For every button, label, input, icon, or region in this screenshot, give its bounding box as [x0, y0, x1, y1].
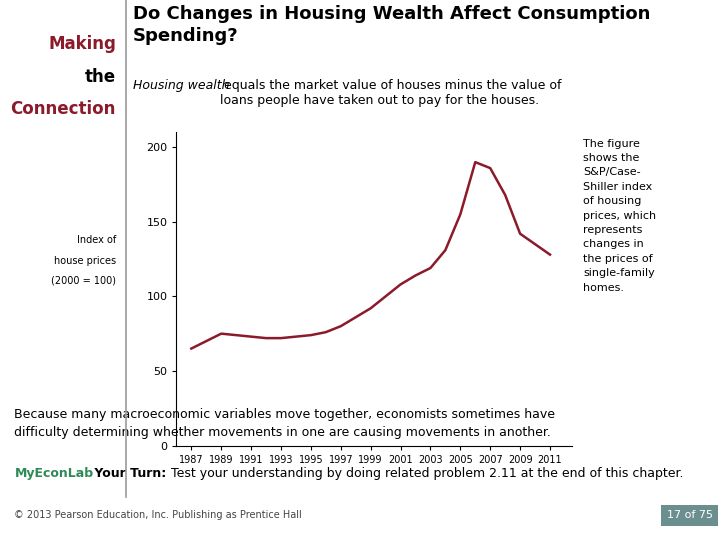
Text: equals the market value of houses minus the value of
loans people have taken out: equals the market value of houses minus … [220, 79, 562, 107]
Text: 17 of 75: 17 of 75 [667, 510, 713, 520]
Text: Test your understanding by doing related problem 2.11 at the end of this chapter: Test your understanding by doing related… [166, 467, 683, 481]
Text: MyEconLab: MyEconLab [14, 467, 94, 481]
Text: Because many macroeconomic variables move together, economists sometimes have
di: Because many macroeconomic variables mov… [14, 408, 555, 438]
Text: (2000 = 100): (2000 = 100) [51, 275, 116, 286]
Text: Housing wealth: Housing wealth [133, 79, 230, 92]
Text: Do Changes in Housing Wealth Affect Consumption
Spending?: Do Changes in Housing Wealth Affect Cons… [133, 5, 651, 45]
Text: the: the [85, 68, 116, 85]
Text: Index of: Index of [76, 235, 116, 245]
Text: © 2013 Pearson Education, Inc. Publishing as Prentice Hall: © 2013 Pearson Education, Inc. Publishin… [14, 510, 302, 520]
Text: Making: Making [48, 35, 116, 53]
Text: Connection: Connection [11, 100, 116, 118]
Text: Your Turn:: Your Turn: [90, 467, 166, 481]
Text: house prices: house prices [54, 256, 116, 267]
Text: The figure
shows the
S&P/Case-
Shiller index
of housing
prices, which
represents: The figure shows the S&P/Case- Shiller i… [583, 139, 657, 293]
